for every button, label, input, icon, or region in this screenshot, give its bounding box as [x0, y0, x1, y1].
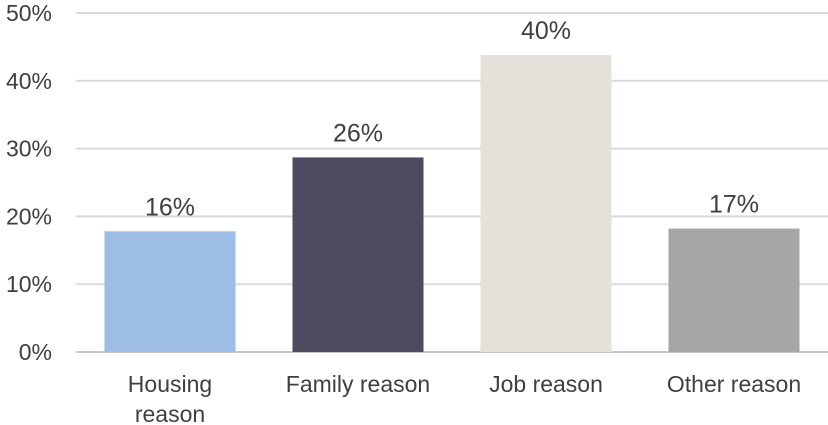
category-label: Housing [128, 371, 212, 397]
y-tick-label: 30% [6, 136, 52, 162]
y-tick-label: 10% [6, 271, 52, 297]
bar [480, 55, 612, 352]
x-axis-categories: Housing reason Family reason Job reason Othe… [128, 371, 801, 425]
data-label: 16% [145, 193, 195, 221]
y-tick-label: 20% [6, 203, 52, 229]
bar [668, 228, 800, 352]
bar [104, 231, 236, 352]
category-label: Job reason [489, 371, 603, 397]
y-tick-label: 40% [6, 68, 52, 94]
category-label: Family reason [286, 371, 430, 397]
bar [292, 157, 424, 352]
y-tick-label: 0% [19, 339, 52, 365]
y-axis-ticks: 0% 10% 20% 30% 40% 50% [6, 0, 52, 365]
category-label: Other reason [667, 371, 801, 397]
data-label: 40% [521, 17, 571, 45]
category-label: reason [135, 401, 205, 425]
bars [104, 55, 800, 352]
data-labels: 16% 26% 40% 17% [145, 17, 759, 221]
data-label: 17% [709, 191, 759, 219]
y-tick-label: 50% [6, 0, 52, 26]
data-label: 26% [333, 119, 383, 147]
